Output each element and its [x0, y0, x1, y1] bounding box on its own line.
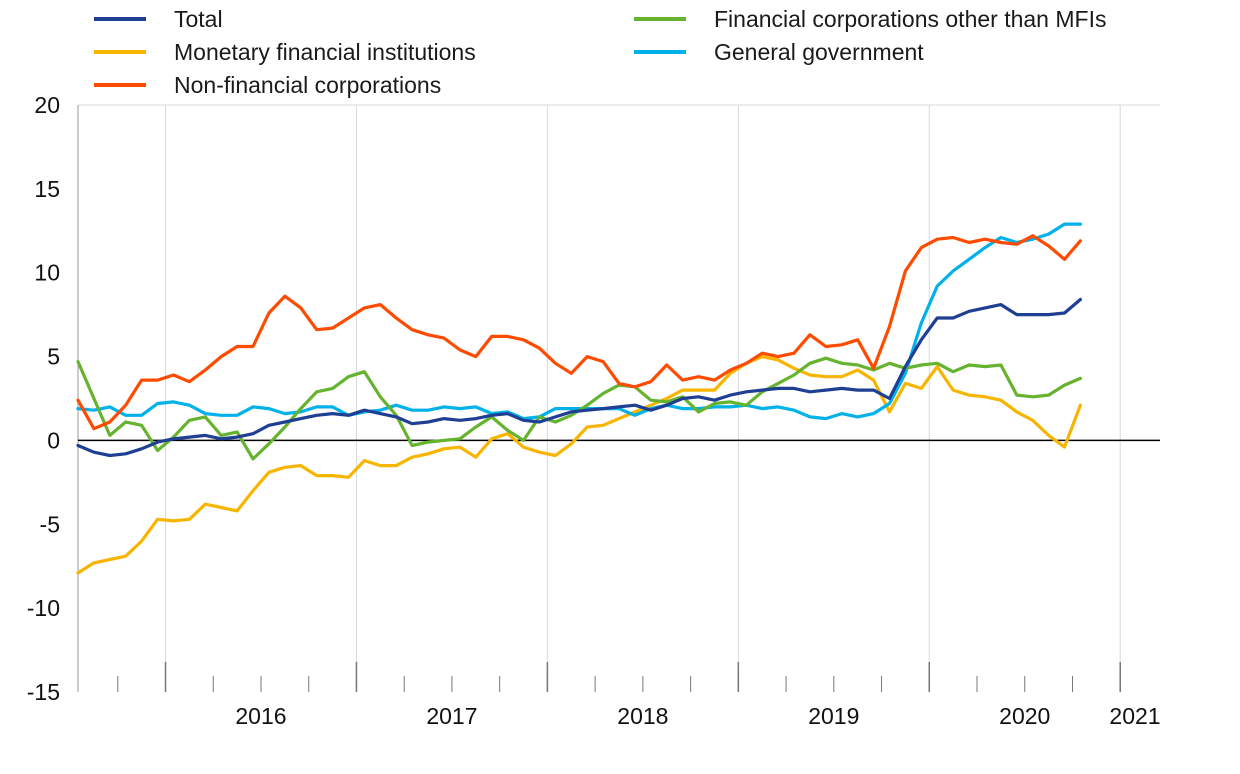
series-line-ofc: [76, 356, 1083, 461]
legend-swatch-nfc: [94, 83, 146, 87]
y-tick-label: -15: [27, 679, 60, 705]
y-tick-label: 10: [34, 260, 60, 286]
x-tick-label: 2018: [617, 703, 668, 729]
x-tick-label: 2021: [1109, 703, 1160, 729]
y-tick-label: 15: [34, 176, 60, 202]
y-tick-label: 5: [47, 344, 60, 370]
legend-swatch-ofc: [634, 17, 686, 21]
legend-label-total: Total: [174, 6, 223, 32]
legend-swatch-gg: [634, 50, 686, 54]
x-tick-label: 2020: [999, 703, 1050, 729]
x-tick-label: 2017: [426, 703, 477, 729]
legend-swatch-mfi: [94, 50, 146, 54]
axes: 20 15 10 5 0 -5 -10 -15 2016 2017 2018 2019 2020 2021: [27, 92, 1161, 729]
x-tick-label: 2019: [808, 703, 859, 729]
series-line-total: [76, 297, 1083, 458]
series-line-mfi: [76, 355, 1083, 575]
legend-label-mfi: Monetary financial institutions: [174, 39, 476, 65]
series-lines: [76, 222, 1083, 575]
series-line-gg: [76, 222, 1083, 421]
gridlines: [78, 104, 1160, 692]
legend-label-ofc: Financial corporations other than MFIs: [714, 6, 1107, 32]
x-tick-label: 2016: [235, 703, 286, 729]
y-tick-label: 20: [34, 92, 60, 118]
legend-label-gg: General government: [714, 39, 924, 65]
y-tick-label: -5: [40, 511, 60, 537]
series-line-nfc: [76, 234, 1083, 431]
y-tick-label: 0: [47, 427, 60, 453]
legend-label-nfc: Non-financial corporations: [174, 72, 442, 98]
y-tick-label: -10: [27, 595, 60, 621]
legend-swatch-total: [94, 17, 146, 21]
